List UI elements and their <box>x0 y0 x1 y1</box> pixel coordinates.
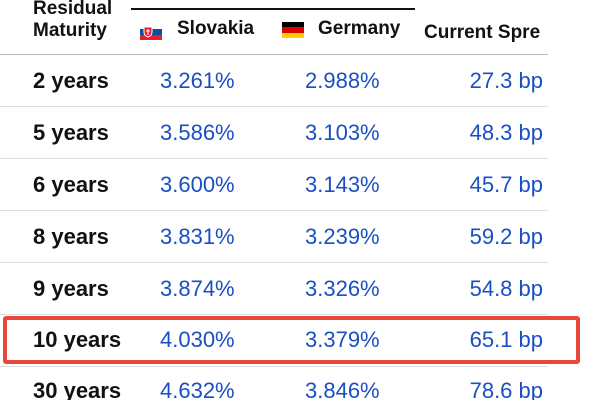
row-germany-yield[interactable]: 3.143% <box>305 172 380 197</box>
row-slovakia-yield[interactable]: 4.632% <box>160 378 235 400</box>
germany-flag-icon <box>282 22 304 38</box>
row-slovakia-yield[interactable]: 3.261% <box>160 68 235 93</box>
row-germany-yield[interactable]: 3.379% <box>305 327 380 352</box>
header-current-spread: Current Spre <box>424 22 541 43</box>
row-spread[interactable]: 48.3 bp <box>469 120 543 145</box>
row-germany-yield[interactable]: 3.103% <box>305 120 380 145</box>
row-divider <box>0 262 548 263</box>
row-slovakia-yield[interactable]: 3.586% <box>160 120 235 145</box>
header-group-rule <box>131 8 415 10</box>
row-spread[interactable]: 54.8 bp <box>469 276 543 301</box>
row-spread[interactable]: 78.6 bp <box>469 378 543 400</box>
row-divider <box>0 366 548 367</box>
row-spread[interactable]: 59.2 bp <box>469 224 543 249</box>
row-spread[interactable]: 27.3 bp <box>469 68 543 93</box>
row-slovakia-yield[interactable]: 3.600% <box>160 172 235 197</box>
row-germany-yield[interactable]: 3.239% <box>305 224 380 249</box>
row-germany-yield[interactable]: 3.326% <box>305 276 380 301</box>
header-maturity-line1: Residual <box>33 0 113 19</box>
row-maturity: 5 years <box>33 120 109 145</box>
row-divider <box>0 314 548 315</box>
row-spread[interactable]: 65.1 bp <box>469 327 543 352</box>
row-highlight-box <box>3 316 580 364</box>
row-divider <box>0 158 548 159</box>
slovakia-flag-icon <box>140 24 162 40</box>
row-maturity: 2 years <box>33 68 109 93</box>
row-maturity: 10 years <box>33 327 122 352</box>
header-divider <box>0 54 548 55</box>
header-maturity-line2: Maturity <box>33 20 107 41</box>
row-slovakia-yield[interactable]: 3.831% <box>160 224 235 249</box>
row-maturity: 30 years <box>33 378 122 400</box>
row-germany-yield[interactable]: 2.988% <box>305 68 380 93</box>
row-maturity: 6 years <box>33 172 109 197</box>
row-divider <box>0 106 548 107</box>
row-spread[interactable]: 45.7 bp <box>469 172 543 197</box>
row-slovakia-yield[interactable]: 3.874% <box>160 276 235 301</box>
row-germany-yield[interactable]: 3.846% <box>305 378 380 400</box>
row-maturity: 9 years <box>33 276 109 301</box>
row-divider <box>0 210 548 211</box>
row-maturity: 8 years <box>33 224 109 249</box>
header-country-slovakia: Slovakia <box>177 18 255 39</box>
row-slovakia-yield[interactable]: 4.030% <box>160 327 235 352</box>
header-country-germany: Germany <box>318 18 401 39</box>
